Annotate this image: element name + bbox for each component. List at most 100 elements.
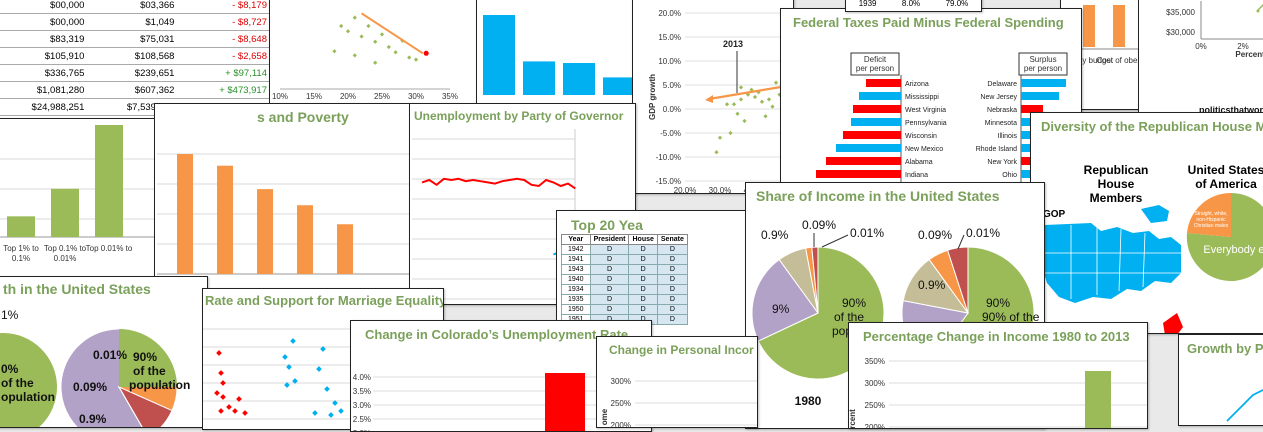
table-cell: 1935	[561, 294, 591, 305]
deficit-label: per person	[856, 64, 894, 73]
data-point	[232, 408, 238, 414]
surplus-bar	[1021, 105, 1043, 113]
table-cell: D	[656, 294, 688, 305]
data-point	[352, 53, 357, 58]
military-bar	[1083, 5, 1095, 47]
chart-title: Change in Personal Incor	[609, 343, 754, 357]
table-cell: 1939	[858, 0, 877, 8]
category-label: 0.01%	[54, 254, 77, 263]
state-label: Nebraska	[987, 107, 1017, 114]
table-cell: $83,319	[0, 30, 89, 48]
table-cell: D	[589, 274, 630, 285]
table-cell: D	[656, 244, 688, 255]
bar	[177, 154, 193, 274]
trend-line	[708, 83, 793, 101]
income-table-card: $00,000 $03,366- $8,179 $00,000 $1,049- $8,…	[0, 0, 272, 124]
data-point	[312, 410, 318, 416]
bar	[51, 188, 79, 237]
obesity-bar	[1113, 5, 1125, 47]
deficit-label: Deficit	[864, 55, 887, 64]
data-point	[738, 85, 744, 90]
data-point	[373, 60, 378, 65]
slice-label: 90%	[133, 350, 157, 364]
poverty-card: s and Poverty	[154, 103, 416, 295]
x-tick: 30%	[408, 92, 424, 101]
pie-slice	[118, 386, 143, 427]
state-label: New Mexico	[905, 146, 943, 153]
gdp-scatter-chart: 20.0% 15.0% 10.0% 5.0% 0.0% -5.0% -10.0% -15.0%…	[648, 9, 793, 193]
slice-label: 9%	[772, 302, 790, 316]
data-point	[735, 111, 740, 116]
state-label: Illinois	[998, 133, 1018, 140]
table-cell: - $8,727	[178, 13, 271, 31]
table-cell: $75,031	[88, 30, 179, 48]
table-cell: 1940	[561, 274, 591, 285]
left-pies-card: th in the United States 1% 0% of the opulat…	[0, 276, 208, 428]
header-cell: House	[628, 234, 658, 245]
pie-slice	[811, 246, 819, 314]
military-label: Military budget	[1061, 56, 1114, 65]
x-tick: 20.0%	[674, 186, 697, 193]
data-point	[763, 114, 768, 119]
usa-label: United States of America	[1187, 163, 1263, 191]
income-groups-card: Top 1% to 0.1% Top 0.1% to 0.01% Top 0.01% t…	[0, 118, 158, 290]
data-point	[773, 80, 779, 85]
chart-title: Diversity of the Republican House Member…	[1041, 119, 1263, 134]
slice-label: 0.9%	[79, 412, 107, 426]
table-cell: + $97,114	[178, 64, 271, 82]
slice-label: 0.01%	[93, 348, 127, 362]
data-point	[752, 94, 758, 100]
table-cell: D	[628, 254, 658, 265]
everybody-else-label: Everybody else	[1203, 244, 1263, 256]
table-cell: $00,000	[0, 0, 89, 14]
y-tick: 200%	[865, 423, 885, 428]
y-tick: 5.0%	[663, 81, 681, 90]
gop-label: GOP	[1043, 209, 1066, 220]
data-point	[359, 34, 364, 39]
state-label: Alabama	[905, 159, 933, 166]
data-point	[731, 102, 737, 107]
y-tick: 2.5%	[353, 415, 371, 424]
surplus-bar	[1021, 170, 1031, 178]
table-cell: D	[656, 284, 688, 295]
data-point	[324, 386, 330, 392]
table-row: $1,081,280 $607,362 + $473,917	[0, 81, 271, 99]
table-row: 1950 D D D	[561, 304, 688, 315]
data-point	[332, 400, 338, 406]
y-tick: 2.0%	[353, 429, 371, 431]
table-cell: - $8,179	[178, 0, 271, 14]
x-axis-label: Percentage	[1235, 50, 1263, 59]
table-cell: D	[628, 264, 658, 275]
table-row: $00,000 $03,366- $8,179	[0, 0, 271, 14]
data-point	[352, 15, 357, 20]
slice-label: of the	[133, 364, 166, 378]
table-cell: D	[656, 264, 688, 275]
series-line	[421, 177, 576, 190]
state-label: Arizona	[905, 81, 929, 88]
table-row: 1943 D D D	[561, 264, 688, 275]
state-label: Ohio	[1002, 172, 1017, 179]
table-row: 1935 D D D	[561, 294, 688, 305]
surplus-bar	[1021, 157, 1035, 165]
bar	[483, 15, 515, 95]
data-point	[714, 150, 719, 155]
data-point	[216, 350, 222, 356]
slice-label: 0.9%	[918, 278, 946, 292]
table-cell: $105,910	[0, 47, 89, 65]
leader-line	[957, 234, 965, 250]
slice-label: of the	[1, 376, 34, 390]
slice-label: 90%	[986, 296, 1010, 310]
table-cell: $239,651	[88, 64, 179, 82]
y-tick: 0.0%	[663, 105, 681, 114]
table-cell: 8.0%	[901, 0, 921, 8]
table-cell: + $473,917	[178, 81, 271, 99]
table-cell: $108,568	[88, 47, 179, 65]
gdp-scatter-card: 20.0% 15.0% 10.0% 5.0% 0.0% -5.0% -10.0% -15.0%…	[632, 0, 794, 194]
data-point	[379, 32, 385, 37]
y-tick: 20.0%	[658, 9, 681, 18]
slice-label: population	[129, 378, 190, 392]
state-label: West Virginia	[905, 107, 946, 114]
table-row: 1941 D D D	[561, 254, 688, 265]
trend-line	[361, 12, 424, 55]
bar	[337, 224, 353, 274]
